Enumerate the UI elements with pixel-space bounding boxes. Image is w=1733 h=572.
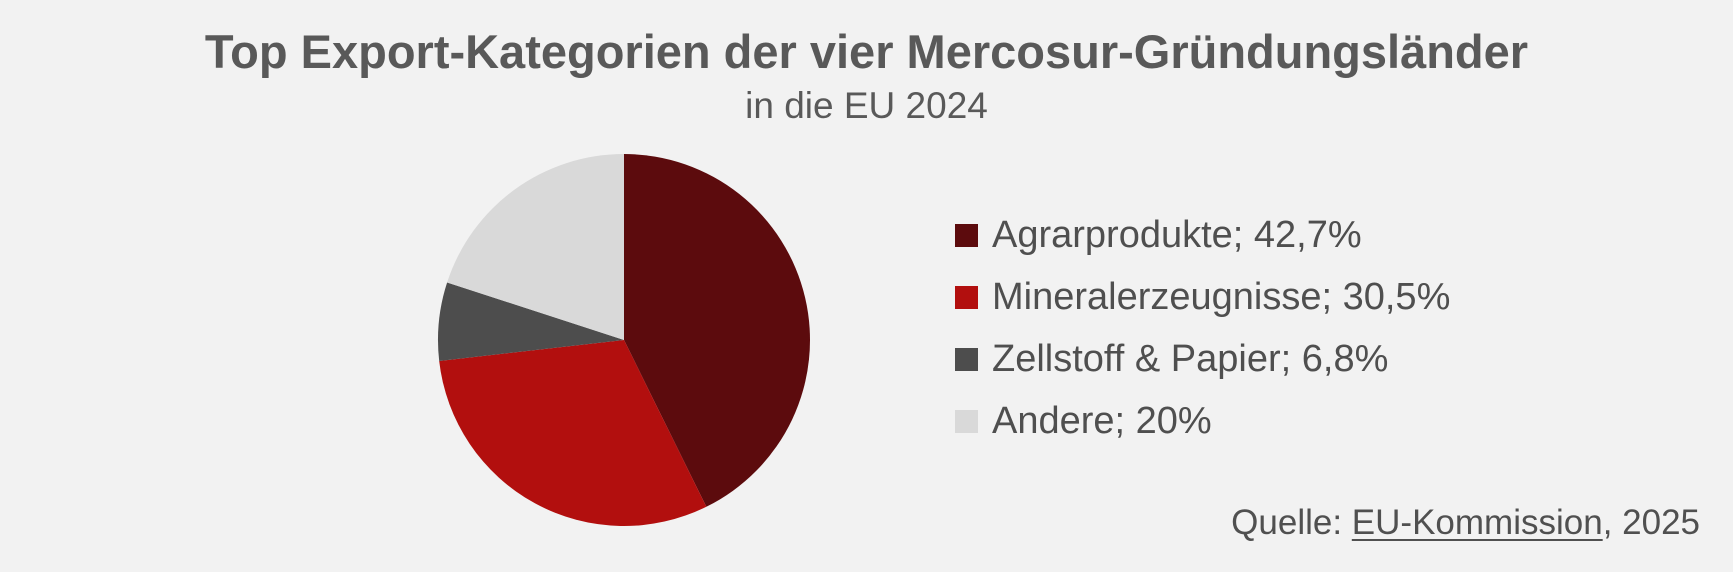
legend-item-1: Mineralerzeugnisse; 30,5% [955, 272, 1450, 322]
legend-label-2: Zellstoff & Papier; 6,8% [992, 337, 1389, 380]
legend-label-3: Andere; 20% [992, 399, 1212, 442]
source-prefix: Quelle: [1231, 503, 1352, 542]
source-suffix: , 2025 [1602, 503, 1700, 542]
legend-swatch-2 [955, 347, 978, 371]
pie-chart [438, 154, 810, 526]
legend-item-0: Agrarprodukte; 42,7% [955, 210, 1362, 260]
chart-subtitle: in die EU 2024 [745, 85, 988, 126]
pie-slice-0 [624, 154, 810, 507]
legend-swatch-3 [955, 409, 978, 433]
pie-slice-1 [439, 340, 707, 526]
source-link[interactable]: EU-Kommission [1351, 503, 1603, 542]
legend-label-1: Mineralerzeugnisse; 30,5% [992, 275, 1451, 318]
source-note: Quelle: EU-Kommission, 2025 [1231, 503, 1700, 543]
legend-item-3: Andere; 20% [955, 396, 1212, 446]
legend-swatch-1 [955, 285, 978, 309]
pie-slice-3 [447, 154, 624, 340]
legend-swatch-0 [955, 223, 978, 247]
legend-label-0: Agrarprodukte; 42,7% [992, 213, 1362, 256]
chart-title: Top Export-Kategorien der vier Mercosur-… [204, 25, 1529, 78]
legend-item-2: Zellstoff & Papier; 6,8% [955, 334, 1388, 384]
pie-slice-2 [438, 282, 624, 361]
